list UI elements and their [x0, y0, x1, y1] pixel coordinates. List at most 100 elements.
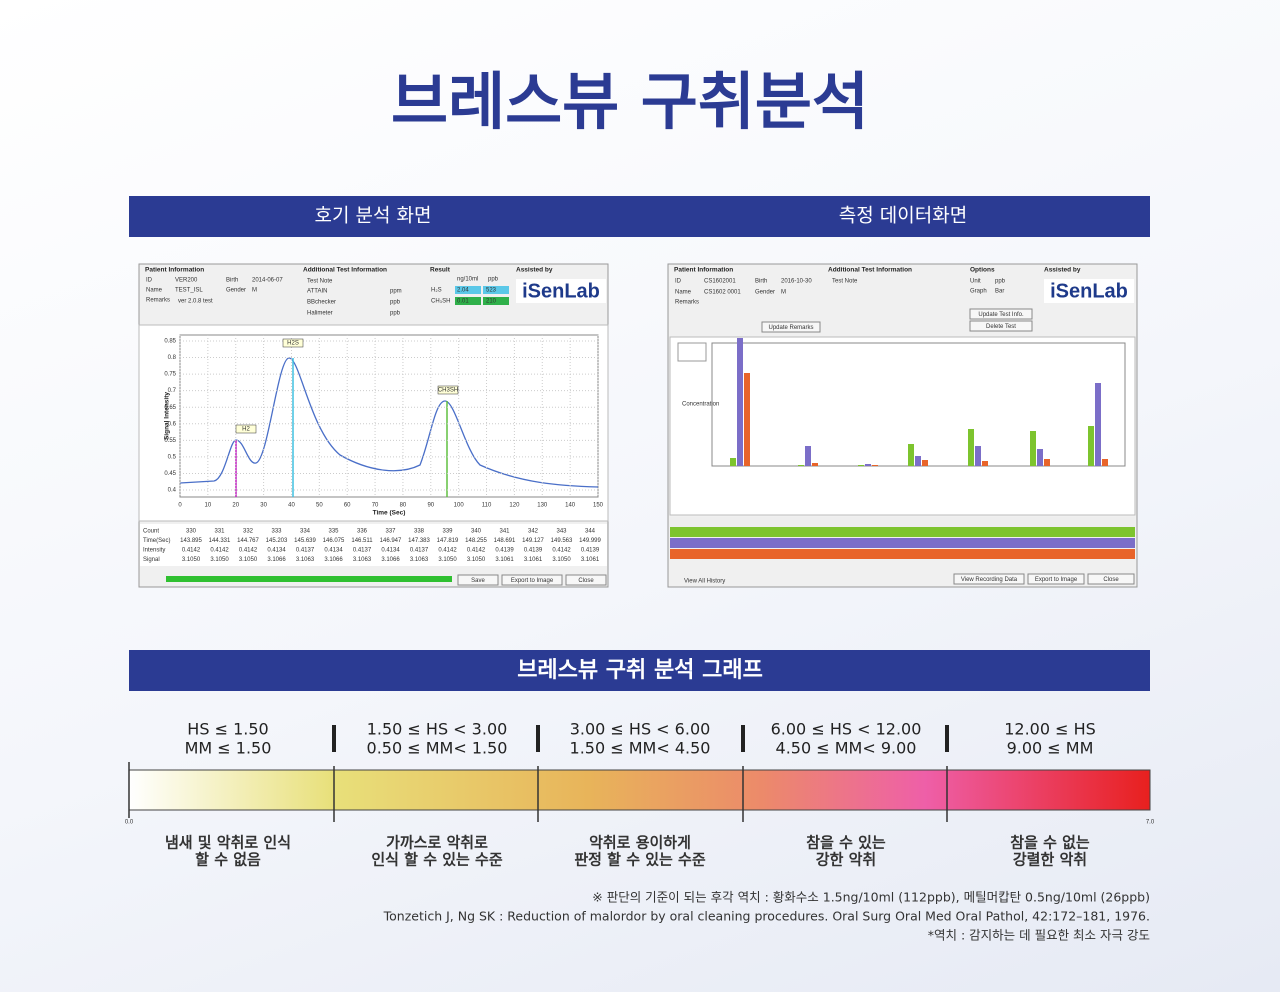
table-cell: 144.331 — [209, 538, 231, 544]
level-label: 가까스로 악취로 — [386, 834, 488, 852]
table-cell: 3.1066 — [267, 557, 286, 563]
table-row — [670, 527, 1135, 537]
bar — [737, 338, 743, 466]
bar — [1044, 459, 1050, 466]
peak-label: H2S — [287, 341, 299, 347]
panel-header-bar — [129, 196, 1150, 237]
range-label: 3.00 ≤ HS < 6.00 — [570, 720, 711, 739]
table-cell: 0.4137 — [353, 548, 372, 554]
section-title: Options — [970, 267, 995, 274]
bar — [1102, 459, 1108, 466]
bar — [982, 461, 988, 466]
peak-label: H2 — [242, 427, 250, 433]
table-cell: 335 — [328, 529, 339, 535]
table-cell: 146.511 — [351, 538, 373, 544]
table-cell: 149.999 — [579, 538, 601, 544]
result: ng/10ml — [457, 277, 478, 283]
button[interactable] — [565, 574, 607, 586]
table-cell: 0.4142 — [182, 548, 201, 554]
range-label: HS ≤ 1.50 — [187, 720, 268, 739]
x-tick-label: 130 — [537, 503, 548, 509]
bar — [922, 460, 928, 466]
legend — [677, 342, 707, 362]
scale-heading: 브레스뷰 구취 분석 그래프 — [517, 658, 763, 683]
table-cell: 148.255 — [465, 538, 487, 544]
field: ID — [675, 279, 682, 285]
bar — [798, 465, 804, 466]
button-label: Update Test Info. — [978, 312, 1024, 318]
x-tick-label: 110 — [482, 503, 492, 509]
bar — [1095, 383, 1101, 466]
field: Test Note — [832, 279, 858, 285]
button[interactable] — [761, 321, 821, 333]
y-tick-label: 0.7 — [168, 388, 177, 394]
button-label: View Recording Data — [961, 577, 1018, 583]
table-cell: 3.1063 — [353, 557, 372, 563]
field: BBchecker — [307, 300, 336, 306]
logo: iSenLab — [522, 280, 600, 302]
result: 210 — [486, 299, 497, 305]
level-label: 인식 할 수 있는 수준 — [371, 851, 502, 869]
table-cell: 0.4142 — [552, 548, 571, 554]
logo-box — [516, 279, 606, 303]
x-tick-label: 20 — [232, 503, 239, 509]
field: CS1602001 — [704, 279, 736, 285]
scale-end: 0.0 — [125, 820, 134, 826]
level-label: 악취로 용이하게 — [589, 834, 691, 852]
x-tick-label: 90 — [427, 503, 434, 509]
table-cell: 146.075 — [323, 538, 345, 544]
field: M — [252, 288, 257, 294]
field: Test Note — [307, 279, 333, 285]
button[interactable] — [501, 574, 563, 586]
logo-box — [1044, 279, 1134, 303]
field: M — [781, 290, 786, 296]
table-cell: 145.639 — [294, 538, 316, 544]
button-label: Export to Image — [511, 578, 554, 584]
peak-tag — [437, 385, 459, 395]
footnote: ※ 판단의 기준이 되는 후각 역치 : 황화수소 1.5ng/10ml (11… — [592, 890, 1150, 905]
result-cell — [483, 297, 509, 305]
section-title: Assisted by — [1044, 267, 1081, 274]
table-cell: 147.819 — [437, 538, 459, 544]
table-cell: 3.1063 — [296, 557, 315, 563]
table-cell: 146.947 — [380, 538, 402, 544]
x-tick-label: 40 — [288, 503, 295, 509]
button[interactable] — [1087, 573, 1135, 585]
table-cell: 3.1061 — [524, 557, 543, 563]
button[interactable] — [953, 573, 1025, 585]
range-label: 12.00 ≤ HS — [1004, 720, 1096, 739]
range-label: 1.50 ≤ MM< 4.50 — [570, 739, 711, 758]
bar — [744, 373, 750, 466]
table-cell: 3.1050 — [467, 557, 486, 563]
table-cell: 333 — [271, 529, 282, 535]
y-tick-label: 0.45 — [164, 471, 176, 477]
table-cell: 0.4142 — [467, 548, 486, 554]
field: 2016-10-30 — [781, 279, 812, 285]
table-cell: Intensity — [143, 548, 165, 554]
table-cell: 0.4134 — [267, 548, 286, 554]
button[interactable] — [1027, 573, 1085, 585]
table-cell: 338 — [414, 529, 425, 535]
field: Remarks — [146, 298, 170, 304]
range-label: 9.00 ≤ MM — [1007, 739, 1094, 758]
result: 0.01 — [457, 299, 469, 305]
table-cell: 334 — [300, 529, 311, 535]
button[interactable] — [969, 320, 1033, 332]
table-cell: 340 — [471, 529, 482, 535]
button[interactable] — [969, 308, 1033, 320]
level-label: 할 수 없음 — [195, 851, 261, 869]
field: ATTAIN — [307, 289, 327, 295]
field: Gender — [755, 290, 775, 296]
button-label: Close — [1103, 577, 1119, 583]
plot-area — [711, 342, 1126, 467]
x-tick-label: 120 — [509, 503, 520, 509]
button[interactable] — [457, 574, 499, 586]
option: ppb — [995, 279, 1006, 285]
result: 523 — [486, 288, 497, 294]
table-cell: Time(Sec) — [143, 538, 170, 544]
table-cell: 337 — [385, 529, 396, 535]
axis-title: Concentration — [682, 402, 719, 408]
table-cell: 341 — [499, 529, 510, 535]
y-tick-label: 0.65 — [164, 405, 176, 411]
